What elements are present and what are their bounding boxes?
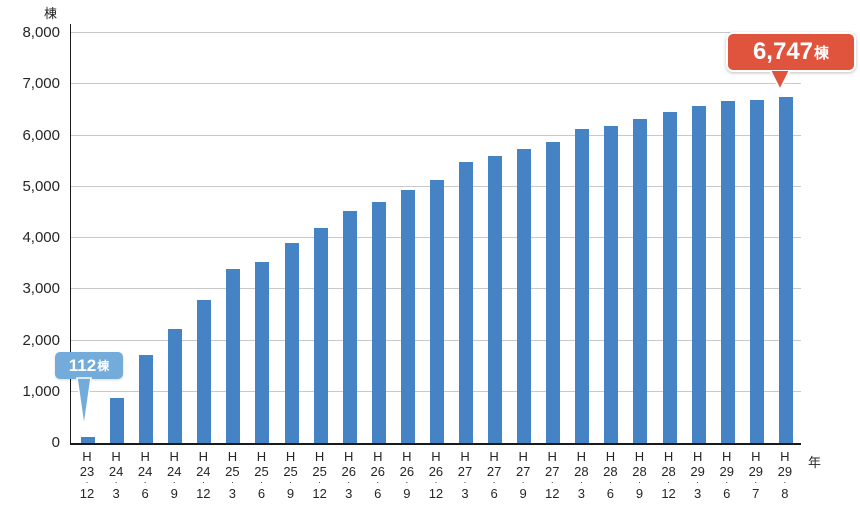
- x-tick-label: H 27 · 12: [545, 449, 560, 501]
- callout-first-pointer-icon: [76, 377, 92, 428]
- y-tick-label: 2,000: [22, 331, 60, 349]
- callout-max-number: 6,747: [752, 38, 814, 65]
- callout-first-bubble: 112 棟: [55, 352, 123, 379]
- x-tick-label: H 24 · 9: [167, 449, 182, 501]
- callout-max-value: 6,747 棟: [726, 32, 856, 92]
- bar: [313, 227, 328, 443]
- bar: [400, 190, 415, 443]
- x-tick-label: H 28 · 3: [574, 449, 589, 501]
- x-tick-label: H 29 · 6: [719, 449, 734, 501]
- bar: [691, 105, 706, 443]
- y-tick-label: 5,000: [22, 177, 60, 195]
- x-tick-label: H 24 · 6: [137, 449, 153, 501]
- x-tick-label: H 28 · 12: [661, 449, 676, 501]
- y-tick-label: 6,000: [22, 126, 60, 144]
- x-tick-label: H 24 · 3: [108, 449, 124, 501]
- bar: [778, 97, 793, 443]
- y-tick-label: 0: [51, 434, 60, 451]
- bar: [720, 100, 735, 443]
- x-tick-label: H 28 · 9: [632, 449, 647, 501]
- bar: [575, 129, 590, 443]
- x-tick-label: H 24 · 12: [196, 449, 211, 501]
- x-tick-label: H 29 · 3: [690, 449, 705, 501]
- x-tick-label: H 28 · 6: [603, 449, 618, 501]
- x-tick-label: H 26 · 3: [341, 449, 356, 501]
- bar: [749, 99, 764, 443]
- y-axis-unit: 棟: [44, 6, 58, 21]
- bar: [139, 354, 154, 443]
- bar: [459, 162, 474, 443]
- y-axis-labels: 0 1,000 2,000 3,000 4,000 5,000 6,000 7,000 8,00…: [0, 24, 62, 451]
- bar: [255, 262, 270, 443]
- x-tick-label: H 27 · 9: [515, 449, 531, 501]
- bar: [110, 398, 125, 443]
- bar: [488, 156, 503, 443]
- bar: [284, 243, 299, 443]
- x-tick-label: H 26 · 6: [370, 449, 386, 501]
- callout-first-value: 112 棟: [55, 352, 123, 428]
- gridline: [71, 134, 801, 136]
- x-tick-label: H 25 · 12: [312, 449, 327, 501]
- y-tick-label: 4,000: [22, 229, 60, 246]
- x-tick-label: H 26 · 12: [428, 449, 444, 501]
- bars-container: [71, 24, 801, 443]
- y-tick-label: 3,000: [22, 280, 60, 298]
- bar: [662, 112, 677, 443]
- callout-max-pointer-icon: [769, 70, 791, 92]
- x-tick-label: H 25 · 3: [225, 449, 240, 501]
- x-axis-unit: 年: [808, 455, 822, 470]
- callout-first-number: 112: [68, 355, 97, 375]
- bar: [168, 328, 183, 443]
- gridline: [71, 83, 801, 85]
- bar: [546, 141, 561, 443]
- y-tick-label: 1,000: [22, 382, 60, 400]
- bar: [371, 201, 386, 443]
- x-tick-label: H 27 · 3: [457, 449, 473, 501]
- x-axis-labels: H 23 · 12 H 24 · 3 H 24 · 6 H 24 · 9 H 24 · 12 H 25 · 3 H 25 · 6 H 25…: [70, 449, 800, 501]
- bar: [633, 118, 648, 443]
- y-tick-label: 7,000: [22, 75, 60, 93]
- callout-max-unit: 棟: [814, 44, 830, 62]
- gridline: [71, 32, 801, 33]
- bar: [342, 210, 357, 443]
- x-tick-label: H 25 · 6: [254, 449, 269, 501]
- y-tick-label: 8,000: [22, 24, 60, 41]
- bar: [197, 300, 212, 443]
- x-tick-label: H 23 · 12: [79, 449, 95, 501]
- bar: [81, 437, 95, 443]
- x-tick-label: H 26 · 9: [399, 449, 415, 501]
- x-tick-label: H 27 · 6: [486, 449, 502, 501]
- callout-first-unit: 棟: [97, 359, 110, 373]
- bar: [604, 125, 619, 443]
- x-tick-label: H 29 · 8: [777, 449, 793, 501]
- bar: [429, 180, 444, 443]
- bar: [517, 148, 532, 443]
- bar: [226, 269, 241, 443]
- x-tick-label: H 25 · 9: [283, 449, 298, 501]
- callout-max-bubble: 6,747 棟: [726, 32, 856, 72]
- x-tick-label: H 29 · 7: [748, 449, 764, 501]
- plot-area: [70, 24, 801, 445]
